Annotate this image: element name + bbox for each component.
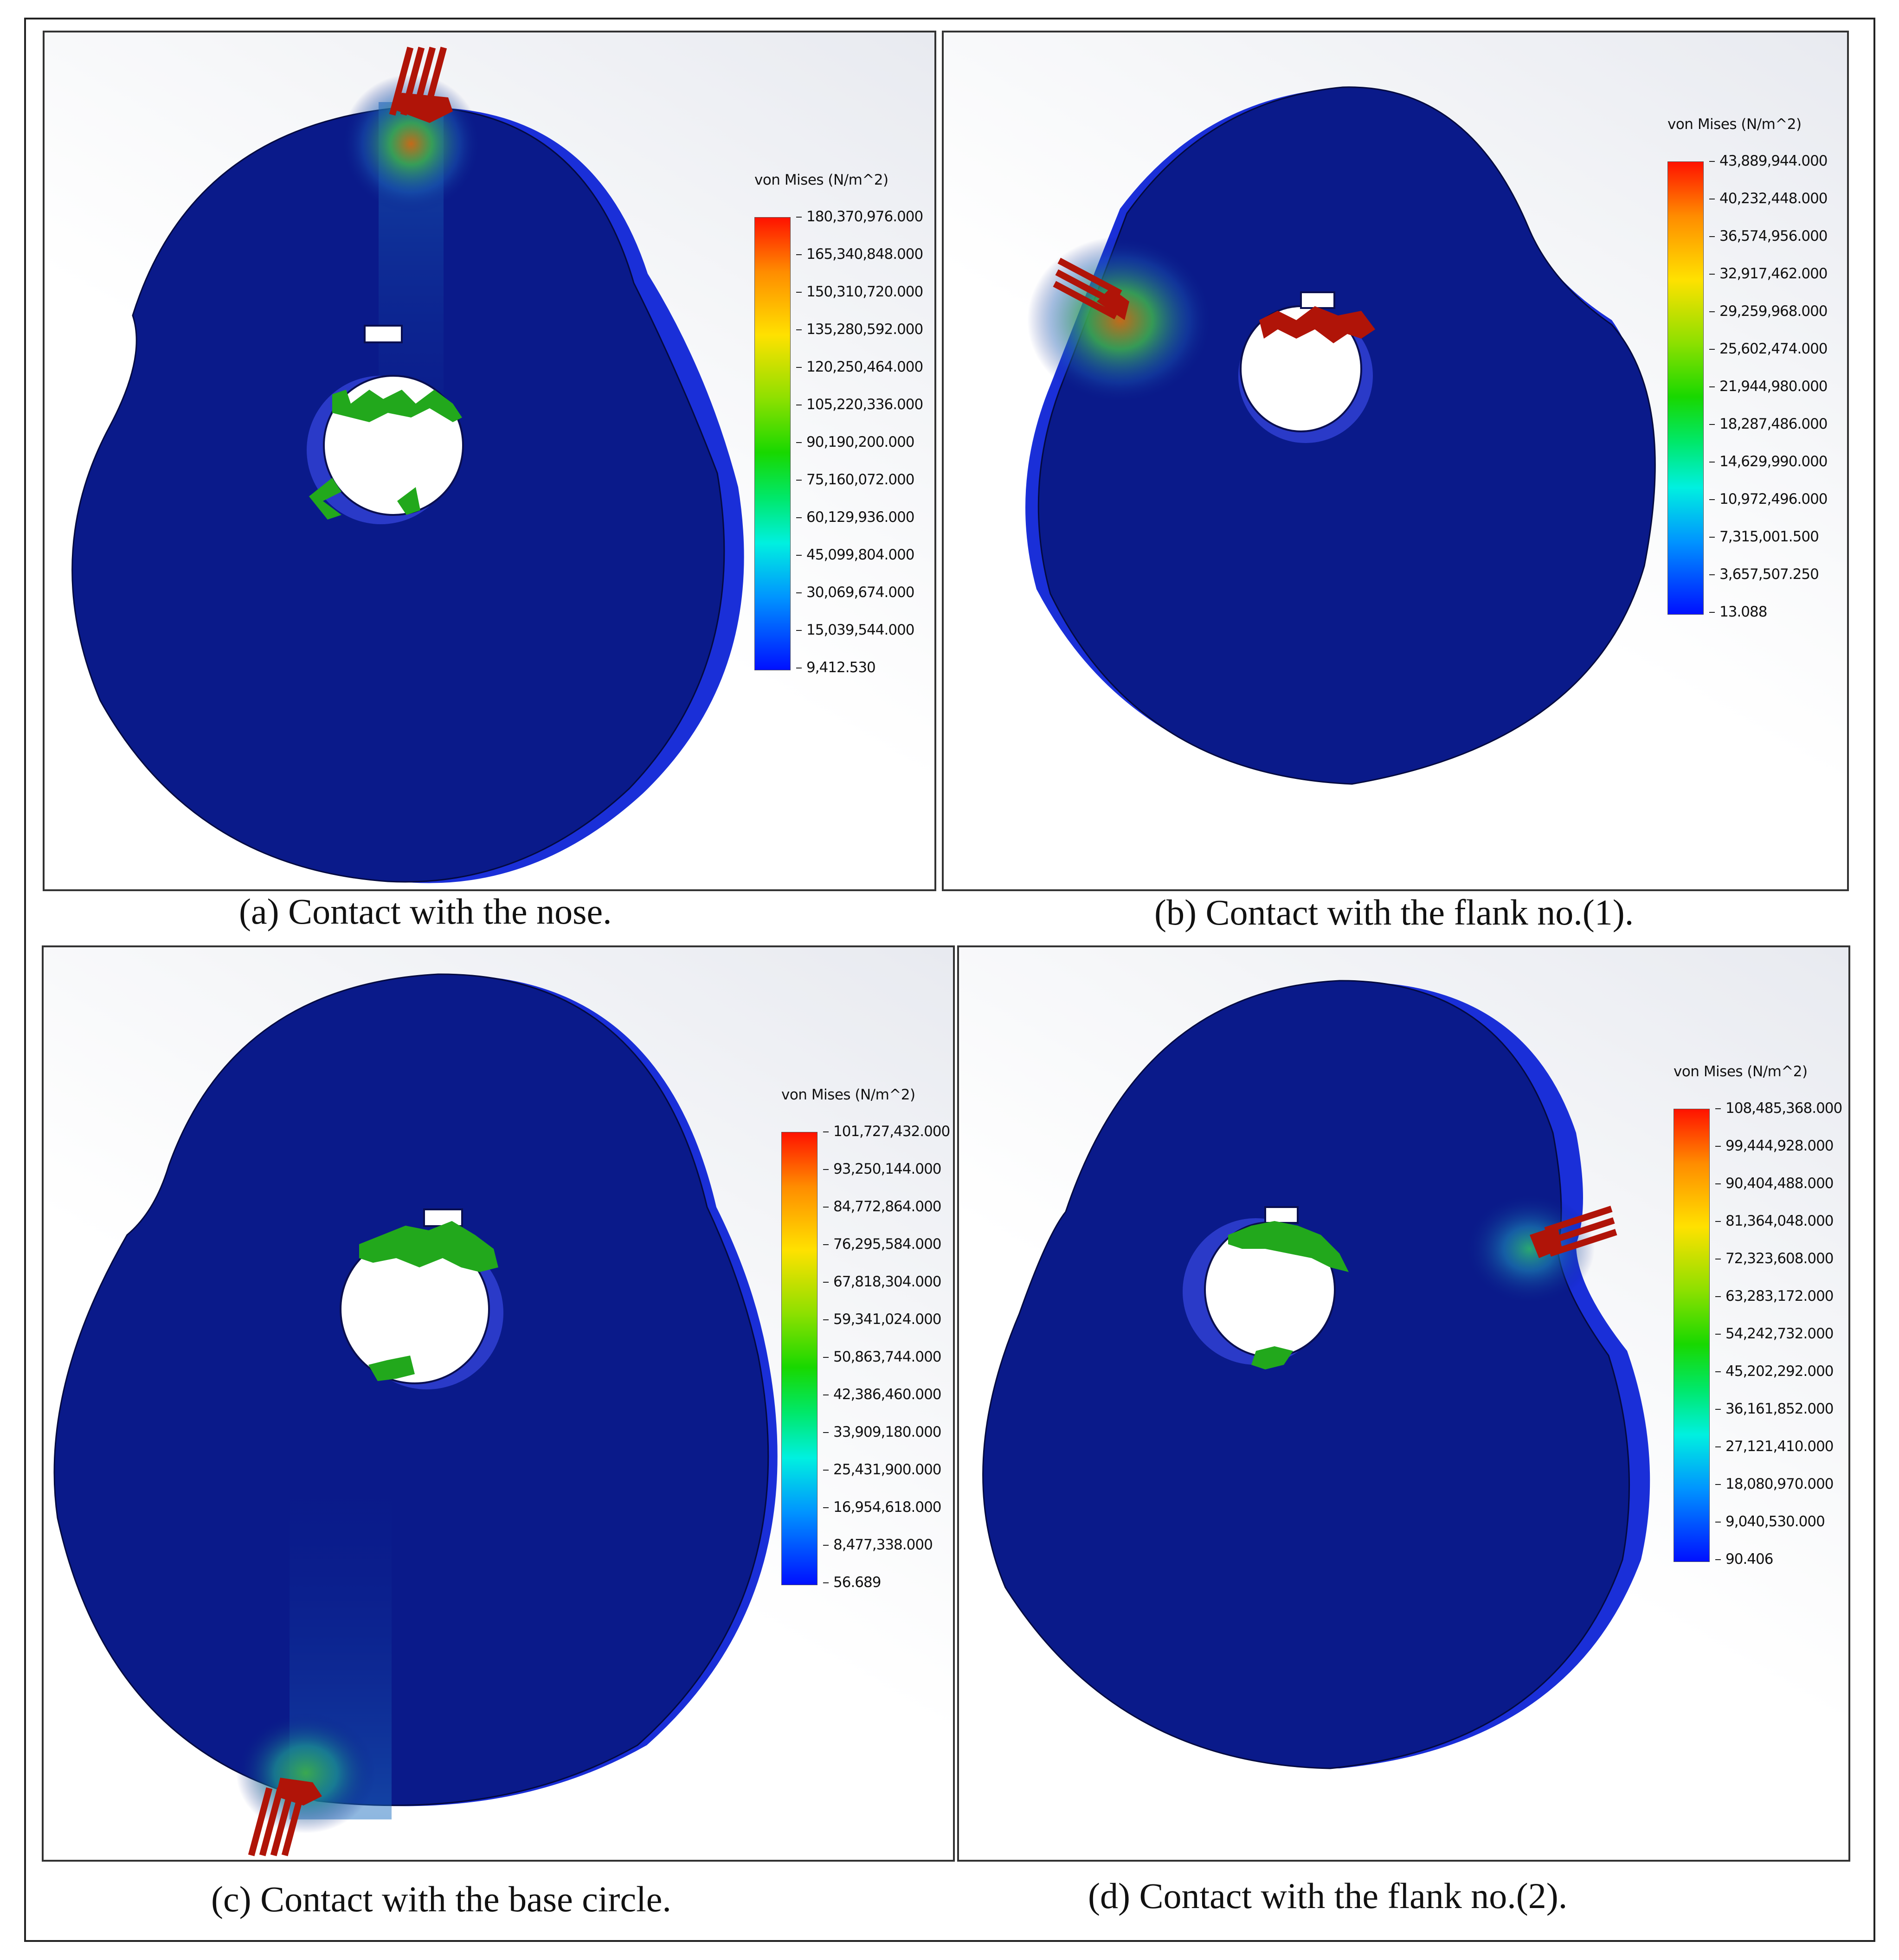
legend-tick: 9,412.530: [796, 659, 876, 676]
legend-tick: 90.406: [1715, 1551, 1773, 1568]
load-arrows: [248, 1778, 322, 1857]
load-arrows: [389, 46, 453, 123]
legend-title: von Mises (N/m^2): [781, 1086, 915, 1103]
cam-face: [982, 980, 1630, 1769]
caption-d: (d) Contact with the flank no.(2).: [1088, 1876, 1568, 1916]
legend-tick: 7,315,001.500: [1709, 528, 1819, 545]
fixture-arrows: [359, 1221, 498, 1381]
legend-tick: 45,202,292.000: [1715, 1363, 1834, 1380]
legend-tick: 29,259,968.000: [1709, 303, 1828, 320]
legend-tick: 21,944,980.000: [1709, 378, 1828, 395]
legend-tick: 25,602,474.000: [1709, 341, 1828, 357]
legend-tick: 36,574,956.000: [1709, 228, 1828, 244]
legend-tick: 81,364,048.000: [1715, 1213, 1834, 1229]
cam-model-c: [53, 973, 778, 1857]
keyway: [364, 325, 403, 343]
caption-c: (c) Contact with the base circle.: [211, 1879, 671, 1919]
legend-tick: 42,386,460.000: [823, 1386, 942, 1403]
legend-tick: 105,220,336.000: [796, 396, 923, 413]
panel-d-flank2-contact: von Mises (N/m^2) 108,485,368.000 99,444…: [957, 945, 1850, 1862]
legend-tick: 76,295,584.000: [823, 1236, 942, 1253]
legend-tick: 18,080,970.000: [1715, 1476, 1834, 1492]
legend-tick: 60,129,936.000: [796, 509, 915, 526]
legend-tick: 108,485,368.000: [1715, 1100, 1842, 1117]
keyway: [1300, 291, 1335, 309]
legend-tick: 50,863,744.000: [823, 1349, 942, 1365]
legend-title: von Mises (N/m^2): [1674, 1063, 1808, 1080]
load-arrows: [1530, 1206, 1617, 1258]
panel-b-flank1-contact: von Mises (N/m^2) 43,889,944.000 40,232,…: [942, 31, 1849, 891]
legend-tick: 32,917,462.000: [1709, 265, 1828, 282]
legend-tick: 10,972,496.000: [1709, 491, 1828, 508]
legend-tick: 56.689: [823, 1574, 881, 1591]
legend-tick: 120,250,464.000: [796, 359, 923, 375]
legend-tick: 3,657,507.250: [1709, 566, 1819, 583]
legend-tick: 93,250,144.000: [823, 1161, 942, 1177]
legend-tick: 43,889,944.000: [1709, 153, 1828, 169]
colorbar: [1674, 1109, 1710, 1562]
cam-model-d: [982, 980, 1650, 1769]
legend-tick: 90,190,200.000: [796, 434, 915, 450]
legend-tick: 59,341,024.000: [823, 1311, 942, 1328]
legend-tick: 8,477,338.000: [823, 1536, 933, 1553]
legend-tick: 27,121,410.000: [1715, 1438, 1834, 1455]
legend-title: von Mises (N/m^2): [754, 172, 888, 188]
legend-tick: 18,287,486.000: [1709, 416, 1828, 432]
legend-tick: 135,280,592.000: [796, 321, 923, 338]
legend-tick: 180,370,976.000: [796, 208, 923, 225]
legend-tick: 16,954,618.000: [823, 1499, 942, 1516]
caption-a: (a) Contact with the nose.: [239, 891, 612, 932]
legend-tick: 14,629,990.000: [1709, 453, 1828, 470]
cam-face: [1037, 86, 1656, 785]
legend-tick: 25,431,900.000: [823, 1461, 942, 1478]
colorbar: [754, 217, 791, 670]
load-arrows: [1053, 257, 1375, 343]
stress-hotspot: [1027, 237, 1213, 404]
cam-model-b: [1025, 86, 1656, 785]
fixture-arrows: [309, 390, 462, 520]
legend-tick: 75,160,072.000: [796, 471, 915, 488]
stress-hotspot: [1465, 1193, 1595, 1305]
legend-tick: 67,818,304.000: [823, 1273, 942, 1290]
legend-tick: 15,039,544.000: [796, 622, 915, 638]
legend-tick: 101,727,432.000: [823, 1123, 950, 1140]
cam-face: [53, 973, 769, 1806]
legend-tick: 40,232,448.000: [1709, 190, 1828, 207]
keyway: [1264, 1206, 1299, 1224]
cam-model-a: [71, 46, 744, 883]
legend-tick: 54,242,732.000: [1715, 1325, 1834, 1342]
panel-a-nose-contact: von Mises (N/m^2) 180,370,976.000 165,34…: [43, 31, 936, 891]
caption-b: (b) Contact with the flank no.(1).: [1154, 892, 1634, 932]
legend-tick: 9,040,530.000: [1715, 1513, 1825, 1530]
legend-tick: 63,283,172.000: [1715, 1288, 1834, 1305]
legend-tick: 45,099,804.000: [796, 546, 915, 563]
legend-tick: 72,323,608.000: [1715, 1250, 1834, 1267]
legend-tick: 36,161,852.000: [1715, 1401, 1834, 1417]
legend-tick: 13.088: [1709, 604, 1767, 620]
colorbar: [1667, 161, 1704, 615]
legend-tick: 165,340,848.000: [796, 246, 923, 263]
fixture-arrows: [1228, 1221, 1349, 1369]
legend-tick: 99,444,928.000: [1715, 1137, 1834, 1154]
legend-tick: 84,772,864.000: [823, 1198, 942, 1215]
panel-c-base-circle-contact: von Mises (N/m^2) 101,727,432.000 93,250…: [42, 945, 955, 1862]
legend-title: von Mises (N/m^2): [1667, 116, 1802, 133]
legend-tick: 150,310,720.000: [796, 283, 923, 300]
colorbar: [781, 1132, 818, 1585]
figure-frame: [24, 18, 1875, 1942]
legend-tick: 33,909,180.000: [823, 1424, 942, 1440]
keyway: [423, 1208, 463, 1227]
legend-tick: 30,069,674.000: [796, 584, 915, 601]
stress-hotspot: [236, 1713, 375, 1833]
legend-tick: 90,404,488.000: [1715, 1175, 1834, 1192]
